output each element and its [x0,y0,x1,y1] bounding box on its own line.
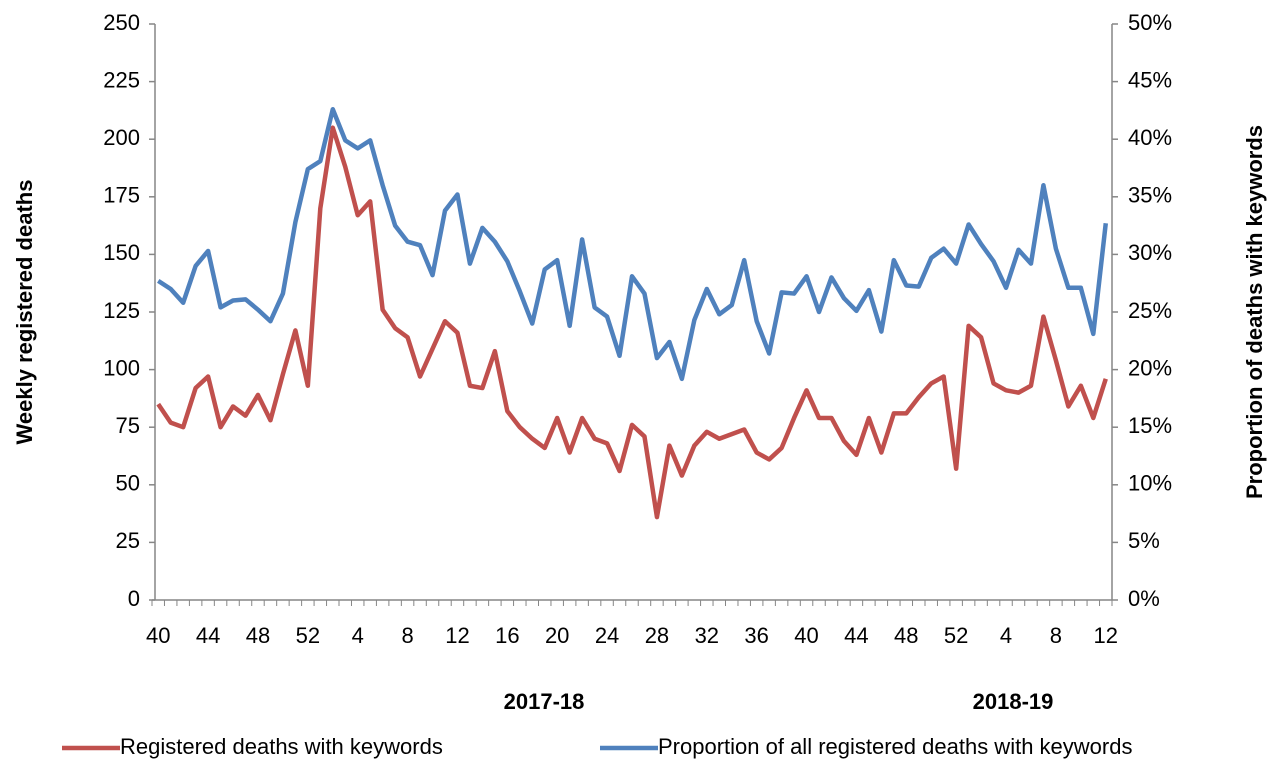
x-tick-label: 48 [894,623,918,648]
y-tick-label: 225 [103,67,140,92]
x-tick-label: 4 [1000,623,1012,648]
x-tick-label: 28 [645,623,669,648]
y-tick-label: 75 [116,413,140,438]
y-tick-label: 50 [116,471,140,496]
y-tick-label: 0 [128,586,140,611]
x-tick-label: 8 [1050,623,1062,648]
y2-tick-label: 0% [1128,586,1160,611]
y2-tick-label: 25% [1128,298,1172,323]
annotation: 2017-18 [504,689,585,714]
series-line [156,125,1108,520]
x-tick-label: 4 [352,623,364,648]
series-line [157,107,1109,382]
y-tick-label: 100 [103,355,140,380]
y-tick-label: 200 [103,125,140,150]
y2-tick-label: 5% [1128,528,1160,553]
x-tick-label: 8 [401,623,413,648]
y2-tick-label: 20% [1128,355,1172,380]
x-tick-label: 12 [1094,623,1118,648]
y-tick-label: 250 [103,10,140,35]
x-tick-label: 52 [944,623,968,648]
x-tick-label: 52 [296,623,320,648]
y2-tick-label: 50% [1128,10,1172,35]
x-tick-label: 16 [495,623,519,648]
y2-tick-label: 10% [1128,471,1172,496]
legend-label: Proportion of all registered deaths with… [658,734,1132,759]
x-tick-label: 40 [794,623,818,648]
x-tick-label: 20 [545,623,569,648]
x-tick-label: 24 [595,623,619,648]
x-tick-label: 32 [695,623,719,648]
y2-tick-label: 45% [1128,67,1172,92]
x-tick-label: 48 [246,623,270,648]
annotation: 2018-19 [973,689,1054,714]
y-tick-label: 25 [116,528,140,553]
y-tick-label: 125 [103,298,140,323]
y-tick-label: 150 [103,240,140,265]
x-tick-label: 44 [844,623,868,648]
y-axis-title: Weekly registered deaths [12,180,37,445]
y2-tick-label: 15% [1128,413,1172,438]
x-tick-label: 36 [744,623,768,648]
y-tick-label: 175 [103,183,140,208]
y2-tick-label: 30% [1128,240,1172,265]
y2-axis-title: Proportion of deaths with keywords [1242,125,1267,499]
x-tick-label: 44 [196,623,220,648]
y2-tick-label: 35% [1128,183,1172,208]
y2-tick-label: 40% [1128,125,1172,150]
x-tick-label: 40 [146,623,170,648]
legend-label: Registered deaths with keywords [120,734,443,759]
x-tick-label: 12 [445,623,469,648]
